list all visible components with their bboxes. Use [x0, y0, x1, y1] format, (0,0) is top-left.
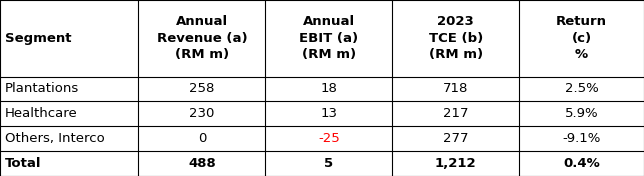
Text: 488: 488 [188, 157, 216, 170]
Text: 217: 217 [443, 107, 468, 120]
Text: 2023
TCE (b)
(RM m): 2023 TCE (b) (RM m) [428, 15, 483, 61]
Text: Annual
Revenue (a)
(RM m): Annual Revenue (a) (RM m) [156, 15, 247, 61]
Text: Others, Interco: Others, Interco [5, 132, 105, 145]
Text: 0.4%: 0.4% [563, 157, 600, 170]
Text: 13: 13 [320, 107, 337, 120]
Text: 0: 0 [198, 132, 206, 145]
Text: 258: 258 [189, 83, 214, 96]
Text: Plantations: Plantations [5, 83, 79, 96]
Text: 2.5%: 2.5% [565, 83, 598, 96]
Text: 230: 230 [189, 107, 214, 120]
Text: Return
(c)
%: Return (c) % [556, 15, 607, 61]
Text: Total: Total [5, 157, 42, 170]
Text: 5.9%: 5.9% [565, 107, 598, 120]
Text: 718: 718 [443, 83, 468, 96]
Text: Healthcare: Healthcare [5, 107, 78, 120]
Text: -25: -25 [318, 132, 339, 145]
Text: 1,212: 1,212 [435, 157, 477, 170]
Text: -9.1%: -9.1% [562, 132, 601, 145]
Text: 18: 18 [320, 83, 337, 96]
Text: 277: 277 [443, 132, 468, 145]
Text: Annual
EBIT (a)
(RM m): Annual EBIT (a) (RM m) [299, 15, 358, 61]
Text: Segment: Segment [5, 32, 71, 45]
Text: 5: 5 [324, 157, 334, 170]
